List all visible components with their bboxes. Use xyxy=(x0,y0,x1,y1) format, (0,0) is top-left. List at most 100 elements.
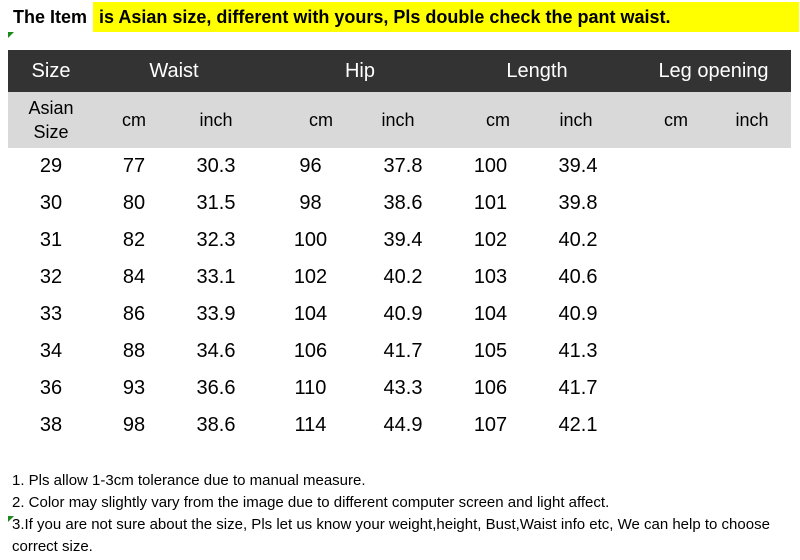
table-cell: 39.4 xyxy=(383,229,423,251)
header-hip: Hip xyxy=(344,60,375,82)
table-cell xyxy=(618,148,713,185)
table-cell: 41.7 xyxy=(383,340,423,362)
table-cell: 106 xyxy=(473,377,508,399)
table-cell: 104 xyxy=(473,303,508,325)
table-cell xyxy=(618,333,713,370)
table-cell: 38.6 xyxy=(196,414,236,436)
table-cell: 77 xyxy=(122,155,146,177)
table-cell: 37.8 xyxy=(383,155,423,177)
table-cell: 38.6 xyxy=(383,192,423,214)
banner-message: is Asian size, different with yours, Pls… xyxy=(93,2,799,32)
table-cell: 101 xyxy=(473,192,508,214)
table-cell xyxy=(618,407,713,444)
table-cell: 39.8 xyxy=(558,192,598,214)
table-cell: 84 xyxy=(122,266,146,288)
table-row: 29 77 30.3 96 37.8 100 39.4 xyxy=(8,148,793,185)
table-header-band xyxy=(8,50,791,92)
table-cell: 42.1 xyxy=(558,414,598,436)
table-cell: 40.2 xyxy=(558,229,598,251)
cell-corner-marker xyxy=(8,516,14,522)
table-cell: 40.9 xyxy=(383,303,423,325)
table-cell: 96 xyxy=(299,155,322,177)
table-row: 32 84 33.1 102 40.2 103 40.6 xyxy=(8,259,793,296)
table-cell: 104 xyxy=(293,303,328,325)
subheader-waist-cm: cm xyxy=(122,109,146,130)
table-cell: 80 xyxy=(122,192,146,214)
table-cell xyxy=(618,296,713,333)
table-cell: 36 xyxy=(39,377,63,399)
table-cell: 34 xyxy=(39,340,63,362)
subheader-leg-inch: inch xyxy=(735,109,769,130)
subheader-hip-cm: cm xyxy=(309,109,333,130)
table-cell: 39.4 xyxy=(558,155,598,177)
header-leg-opening: Leg opening xyxy=(658,60,769,82)
table-cell: 103 xyxy=(473,266,508,288)
cell-corner-marker xyxy=(8,32,14,38)
subheader-leg-cm: cm xyxy=(664,109,688,130)
table-cell: 88 xyxy=(122,340,146,362)
note-item: 1. Pls allow 1-3cm tolerance due to manu… xyxy=(12,472,366,489)
table-cell: 98 xyxy=(122,414,146,436)
table-cell: 31.5 xyxy=(196,192,236,214)
table-cell: 32.3 xyxy=(196,229,236,251)
table-cell: 33.9 xyxy=(196,303,236,325)
table-cell: 31 xyxy=(39,229,63,251)
table-cell: 110 xyxy=(294,377,327,399)
table-cell: 40.9 xyxy=(558,303,598,325)
table-cell: 41.7 xyxy=(558,377,598,399)
subheader-asian-size: Asian Size xyxy=(8,92,94,148)
table-cell: 33.1 xyxy=(196,266,236,288)
table-cell: 105 xyxy=(473,340,508,362)
table-cell: 106 xyxy=(293,340,328,362)
asian-label-line1: Asian xyxy=(28,98,74,118)
subheader-waist-inch: inch xyxy=(199,109,233,130)
table-cell: 33 xyxy=(39,303,63,325)
table-subheader-band xyxy=(8,92,791,148)
table-cell: 86 xyxy=(122,303,146,325)
table-cell xyxy=(713,148,793,185)
table-cell: 100 xyxy=(293,229,328,251)
table-cell xyxy=(713,222,793,259)
table-cell: 102 xyxy=(473,229,508,251)
table-cell: 29 xyxy=(39,155,63,177)
subheader-hip-inch: inch xyxy=(381,109,415,130)
notes-list: 1. Pls allow 1-3cm tolerance due to manu… xyxy=(12,470,792,558)
table-cell: 34.6 xyxy=(196,340,236,362)
table-row: 31 82 32.3 100 39.4 102 40.2 xyxy=(8,222,793,259)
table-row: 38 98 38.6 114 44.9 107 42.1 xyxy=(8,407,793,444)
header-size: Size xyxy=(31,60,71,82)
table-cell xyxy=(713,370,793,407)
table-cell: 30.3 xyxy=(196,155,236,177)
table-cell: 107 xyxy=(473,414,508,436)
note-item: 3.If you are not sure about the size, Pl… xyxy=(12,516,770,555)
size-chart-table: 29 77 30.3 96 37.8 100 39.4 30 80 31.5 98 38.6 101 39… xyxy=(8,148,793,444)
table-row: 30 80 31.5 98 38.6 101 39.8 xyxy=(8,185,793,222)
table-cell: 44.9 xyxy=(383,414,423,436)
asian-label-line2: Size xyxy=(33,122,69,142)
table-cell: 102 xyxy=(293,266,328,288)
table-cell: 40.2 xyxy=(383,266,423,288)
table-cell: 114 xyxy=(294,414,327,436)
table-cell xyxy=(618,370,713,407)
header-waist: Waist xyxy=(149,60,199,82)
table-cell xyxy=(713,333,793,370)
table-cell: 41.3 xyxy=(558,340,598,362)
table-cell xyxy=(713,296,793,333)
table-cell xyxy=(618,222,713,259)
table-cell xyxy=(618,259,713,296)
table-cell: 43.3 xyxy=(383,377,423,399)
table-cell xyxy=(713,259,793,296)
table-cell: 30 xyxy=(39,192,63,214)
table-cell: 36.6 xyxy=(196,377,236,399)
table-cell: 100 xyxy=(473,155,508,177)
table-cell: 32 xyxy=(39,266,63,288)
table-row: 34 88 34.6 106 41.7 105 41.3 xyxy=(8,333,793,370)
table-cell: 82 xyxy=(122,229,146,251)
table-row: 36 93 36.6 110 43.3 106 41.7 xyxy=(8,370,793,407)
table-row: 33 86 33.9 104 40.9 104 40.9 xyxy=(8,296,793,333)
table-cell xyxy=(618,185,713,222)
table-cell: 40.6 xyxy=(558,266,598,288)
table-cell xyxy=(713,407,793,444)
table-cell: 93 xyxy=(122,377,146,399)
subheader-length-inch: inch xyxy=(559,109,593,130)
